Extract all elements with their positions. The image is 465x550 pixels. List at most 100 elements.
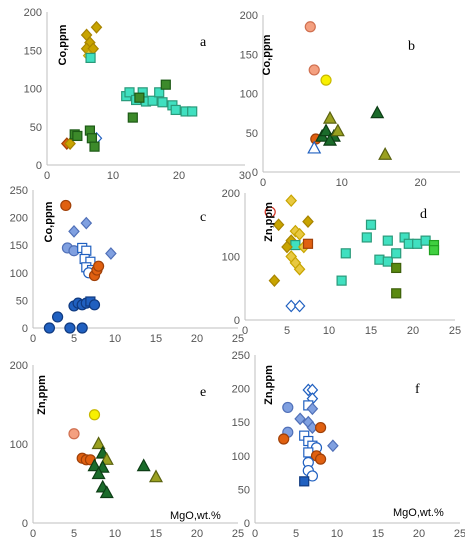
- x-tick-label: 0: [260, 177, 266, 189]
- y-tick-label: 200: [222, 188, 240, 200]
- x-tick-label: 15: [150, 333, 162, 345]
- data-point-square: [160, 79, 171, 90]
- data-point-square: [147, 95, 158, 106]
- data-point-square: [81, 245, 92, 256]
- y-tick-label: 0: [252, 167, 258, 179]
- x-tick-label: 10: [109, 333, 121, 345]
- data-point-square: [391, 248, 402, 259]
- y-tick-label: 200: [10, 360, 28, 372]
- panel-e: 0 100 200 0 5 10 15 20 25 e Zn,ppm MgO,wt.%: [10, 360, 244, 540]
- data-point-triangle: [136, 458, 151, 472]
- data-point-diamond: [294, 412, 306, 426]
- y-tick-label: 150: [24, 45, 42, 57]
- x-tick-label: 0: [252, 528, 258, 540]
- data-point-diamond: [302, 215, 314, 228]
- y-tick-label: 100: [24, 84, 42, 96]
- data-point-square: [157, 97, 168, 108]
- x-tick-label: 10: [109, 528, 121, 540]
- x-tick-label: 10: [331, 528, 343, 540]
- y-tick-label: 200: [24, 7, 42, 19]
- y-tick-label: 0: [244, 518, 250, 530]
- x-tick-label: 10: [336, 177, 348, 189]
- data-point-circle: [278, 433, 290, 445]
- data-point-triangle: [91, 436, 106, 450]
- x-tick-label: 5: [284, 325, 290, 337]
- data-point-square: [85, 52, 96, 64]
- x-tick-label: 15: [150, 528, 162, 540]
- panel-label: b: [408, 39, 415, 54]
- data-point-square: [72, 130, 83, 142]
- data-point-circle: [315, 421, 327, 434]
- data-point-triangle: [330, 123, 345, 137]
- data-point-square: [391, 262, 402, 274]
- x-axis-label: MgO,wt.%: [393, 507, 444, 519]
- x-tick-label: 30: [239, 170, 251, 182]
- y-tick-label: 250: [232, 350, 250, 362]
- x-axis-label: MgO,wt.%: [170, 510, 221, 522]
- x-tick-label: 0: [30, 333, 36, 345]
- data-point-diamond: [327, 439, 339, 453]
- y-tick-label: 50: [30, 122, 42, 134]
- x-tick-label: 25: [232, 333, 244, 345]
- panel-label: d: [420, 207, 427, 222]
- data-point-square: [89, 141, 100, 152]
- data-point-diamond: [68, 225, 80, 238]
- data-point-square: [365, 219, 377, 230]
- y-tick-label: 150: [240, 49, 258, 61]
- x-tick-label: 0: [242, 325, 248, 337]
- data-point-diamond: [268, 274, 281, 288]
- panel-c: 0 50 100 150 200 250 0 5 10 15 20 25 c Co,ppm: [10, 185, 244, 345]
- x-tick-label: 15: [365, 325, 377, 337]
- data-point-square: [428, 245, 440, 256]
- x-tick-label: 0: [44, 170, 50, 182]
- y-axis-label: Zn,ppm: [36, 375, 48, 415]
- data-point-square: [382, 235, 393, 246]
- y-tick-label: 50: [246, 128, 258, 140]
- data-point-square: [187, 106, 198, 117]
- data-point-triangle: [319, 123, 334, 137]
- data-point-diamond: [293, 262, 306, 276]
- x-tick-label: 0: [30, 528, 36, 540]
- x-tick-label: 5: [71, 333, 77, 345]
- y-axis-label: Co,ppm: [261, 34, 273, 75]
- data-point-triangle: [99, 452, 114, 465]
- data-point-circle: [304, 21, 316, 33]
- y-tick-label: 0: [22, 518, 28, 530]
- panel-label: a: [200, 35, 207, 50]
- data-point-square: [170, 104, 181, 116]
- x-tick-label: 20: [191, 528, 203, 540]
- data-point-circle: [43, 322, 56, 334]
- data-point-square: [134, 92, 145, 103]
- data-point-square: [420, 235, 431, 246]
- data-point-square: [412, 238, 423, 249]
- y-tick-label: 200: [240, 10, 258, 22]
- data-point-triangle: [370, 105, 385, 119]
- data-point-square: [86, 133, 97, 144]
- data-point-diamond: [90, 20, 103, 34]
- y-tick-label: 0: [36, 160, 42, 172]
- data-point-triangle: [91, 466, 106, 480]
- data-point-triangle: [322, 110, 337, 124]
- x-tick-label: 20: [414, 177, 426, 189]
- data-point-circle: [60, 199, 72, 212]
- data-point-triangle: [87, 458, 102, 472]
- data-point-triangle: [322, 132, 337, 146]
- panel-b: 0 50 100 150 200 0 10 20 b Co,ppm: [240, 10, 460, 189]
- y-tick-label: 100: [232, 451, 250, 463]
- data-point-circle: [51, 311, 64, 323]
- data-point-circle: [88, 299, 101, 311]
- panel-a: 0 50 100 150 200 0 10 20 30 a Co,ppm: [24, 7, 251, 182]
- panel-d: 0 100 200 0 5 10 15 20 25 d Zn,ppm: [222, 188, 461, 337]
- data-point-circle: [282, 401, 294, 414]
- y-axis-label: Co,ppm: [57, 24, 69, 65]
- data-point-circle: [76, 322, 88, 334]
- y-tick-label: 50: [238, 484, 250, 496]
- x-tick-label: 20: [173, 170, 185, 182]
- y-tick-label: 0: [22, 323, 28, 335]
- y-axis-label: Zn,ppm: [263, 365, 275, 405]
- data-point-diamond: [285, 299, 298, 313]
- data-point-circle: [315, 453, 327, 465]
- data-point-triangle: [99, 485, 114, 499]
- data-point-circle: [264, 206, 276, 218]
